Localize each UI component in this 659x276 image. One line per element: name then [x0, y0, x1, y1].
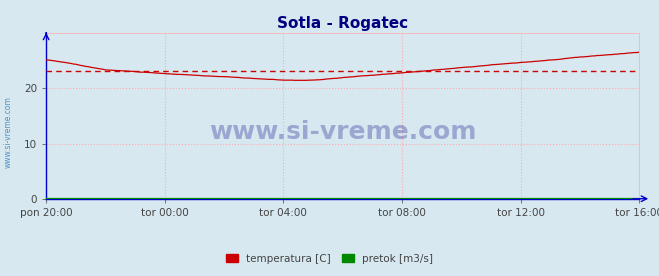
Title: Sotla - Rogatec: Sotla - Rogatec — [277, 15, 408, 31]
Text: www.si-vreme.com: www.si-vreme.com — [3, 97, 13, 168]
Text: www.si-vreme.com: www.si-vreme.com — [209, 121, 476, 144]
Legend: temperatura [C], pretok [m3/s]: temperatura [C], pretok [m3/s] — [221, 250, 438, 268]
